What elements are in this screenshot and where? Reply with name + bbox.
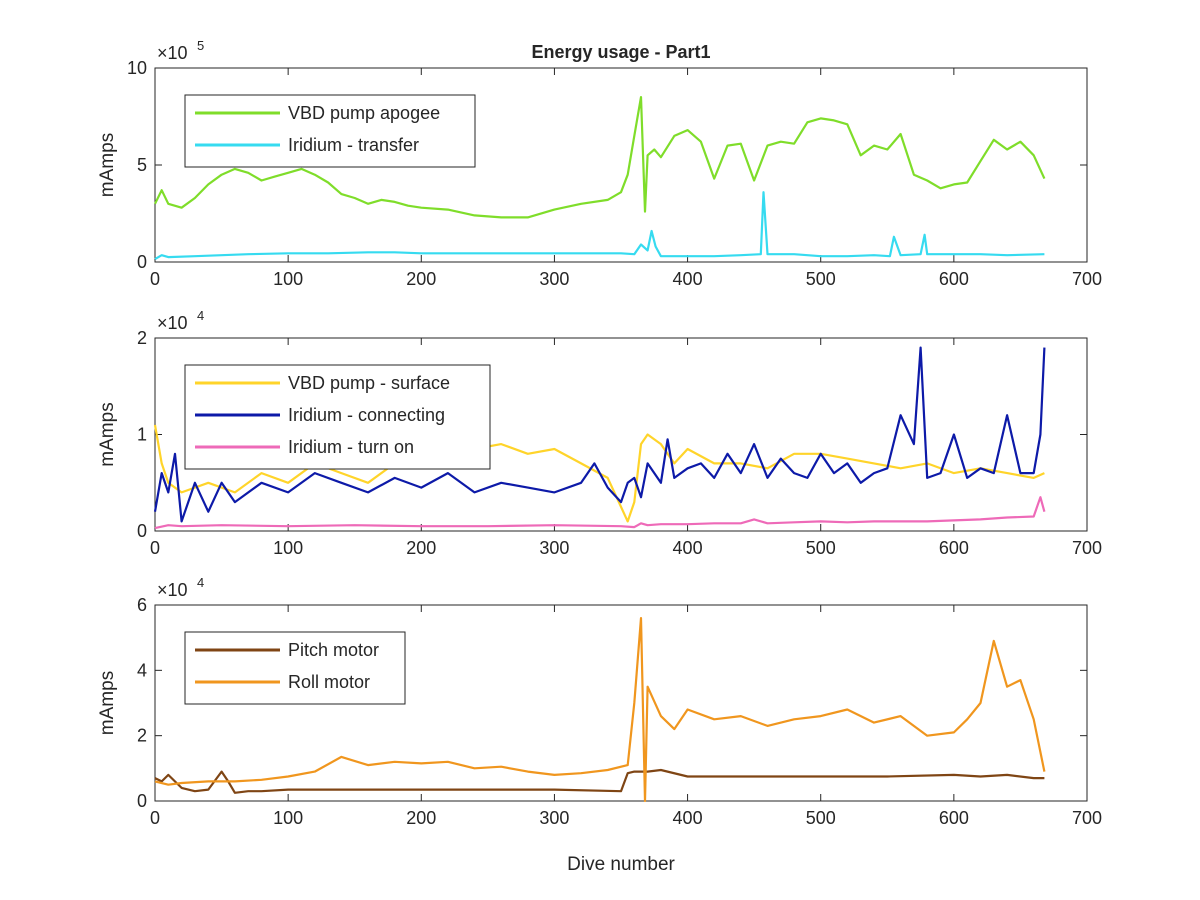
y-tick-label: 2: [137, 726, 147, 746]
y-tick-label: 5: [137, 155, 147, 175]
subplot-1: 0 100 200 300 400 500 600 700 0 5 10 ×10 5 mAmps VBD p…: [97, 38, 1102, 289]
y-tick-label: 4: [137, 660, 147, 680]
x-tick-label: 700: [1072, 538, 1102, 558]
series-line-iridium-connecting: [153, 346, 1046, 523]
x-tick-label: 300: [539, 808, 569, 828]
legend-entry: VBD pump - surface: [288, 373, 450, 393]
subplot-2: 0 100 200 300 400 500 600 700 0 1 2 ×10 4 mAmps VBD pu…: [97, 308, 1102, 558]
series-line-iridium-turn-on: [154, 496, 1046, 530]
x-tick-label: 500: [806, 808, 836, 828]
y-exponent-power: 5: [197, 38, 204, 53]
series-line-pitch-motor: [154, 768, 1045, 794]
legend-entry: Pitch motor: [288, 640, 379, 660]
y-axis-label: mAmps: [97, 402, 118, 466]
y-exponent-label: ×10: [157, 580, 188, 600]
subplot-3: 0 100 200 300 400 500 600 700 0 2 4 6 ×10 4 mAmps Pitch…: [97, 575, 1102, 828]
legend-entry: VBD pump apogee: [288, 103, 440, 123]
x-tick-label: 400: [673, 269, 703, 289]
x-tick-label: 200: [406, 538, 436, 558]
x-tick-label: 600: [939, 538, 969, 558]
legend-entry: Roll motor: [288, 672, 370, 692]
x-tick-label: 700: [1072, 269, 1102, 289]
y-tick-label: 1: [137, 425, 147, 445]
legend-box: [184, 631, 406, 705]
y-tick-label: 2: [137, 328, 147, 348]
y-tick-label: 6: [137, 595, 147, 615]
x-tick-label: 500: [806, 269, 836, 289]
series-line-roll-motor: [154, 616, 1046, 803]
y-tick-label: 0: [137, 252, 147, 272]
y-exponent-label: ×10: [157, 43, 188, 63]
x-tick-label: 500: [806, 538, 836, 558]
x-tick-label: 300: [539, 538, 569, 558]
y-tick-label: 10: [127, 58, 147, 78]
y-axis-label: mAmps: [97, 671, 118, 735]
x-tick-label: 200: [406, 808, 436, 828]
y-exponent-power: 4: [197, 308, 204, 323]
series-line-vbd-pump-apogee: [154, 95, 1046, 219]
y-tick-label: 0: [137, 791, 147, 811]
y-axis-label: mAmps: [97, 133, 118, 197]
x-tick-label: 400: [673, 808, 703, 828]
y-tick-label: 0: [137, 521, 147, 541]
legend-entry: Iridium - turn on: [288, 437, 414, 457]
y-exponent-power: 4: [197, 575, 204, 590]
x-tick-label: 300: [539, 269, 569, 289]
x-tick-label: 600: [939, 269, 969, 289]
series-line-iridium-transfer: [154, 191, 1045, 261]
x-tick-label: 400: [673, 538, 703, 558]
figure-title: Energy usage - Part1: [531, 42, 710, 62]
legend-entry: Iridium - connecting: [288, 405, 445, 425]
y-exponent-label: ×10: [157, 313, 188, 333]
x-tick-label: 100: [273, 269, 303, 289]
x-tick-label: 700: [1072, 808, 1102, 828]
legend-box: [184, 94, 476, 168]
x-tick-label: 0: [150, 538, 160, 558]
legend-entry: Iridium - transfer: [288, 135, 419, 155]
x-tick-label: 600: [939, 808, 969, 828]
x-tick-label: 100: [273, 808, 303, 828]
x-tick-label: 0: [150, 269, 160, 289]
x-tick-label: 100: [273, 538, 303, 558]
x-tick-label: 0: [150, 808, 160, 828]
series-line-vbd-pump-surface: [153, 424, 1045, 523]
x-tick-label: 200: [406, 269, 436, 289]
x-axis-label: Dive number: [567, 854, 675, 875]
